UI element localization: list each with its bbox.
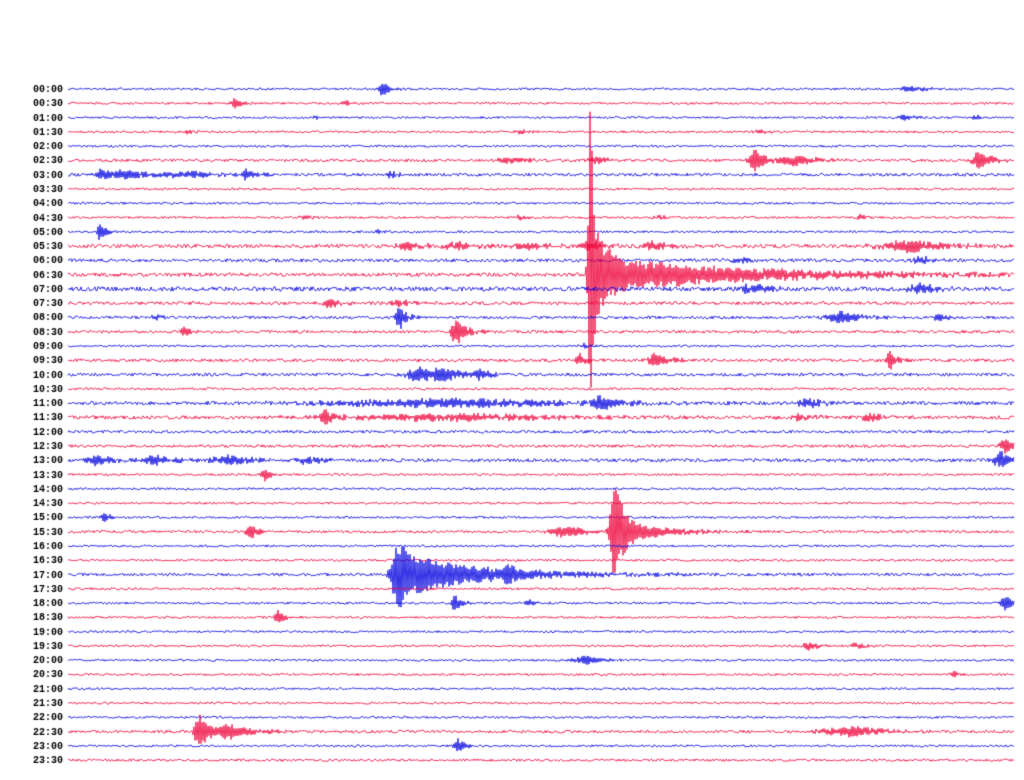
helicorder-page: HP Ano Hora 2021-12-21 Applied filter: W… xyxy=(0,0,1024,780)
helicorder-canvas xyxy=(0,0,1024,780)
